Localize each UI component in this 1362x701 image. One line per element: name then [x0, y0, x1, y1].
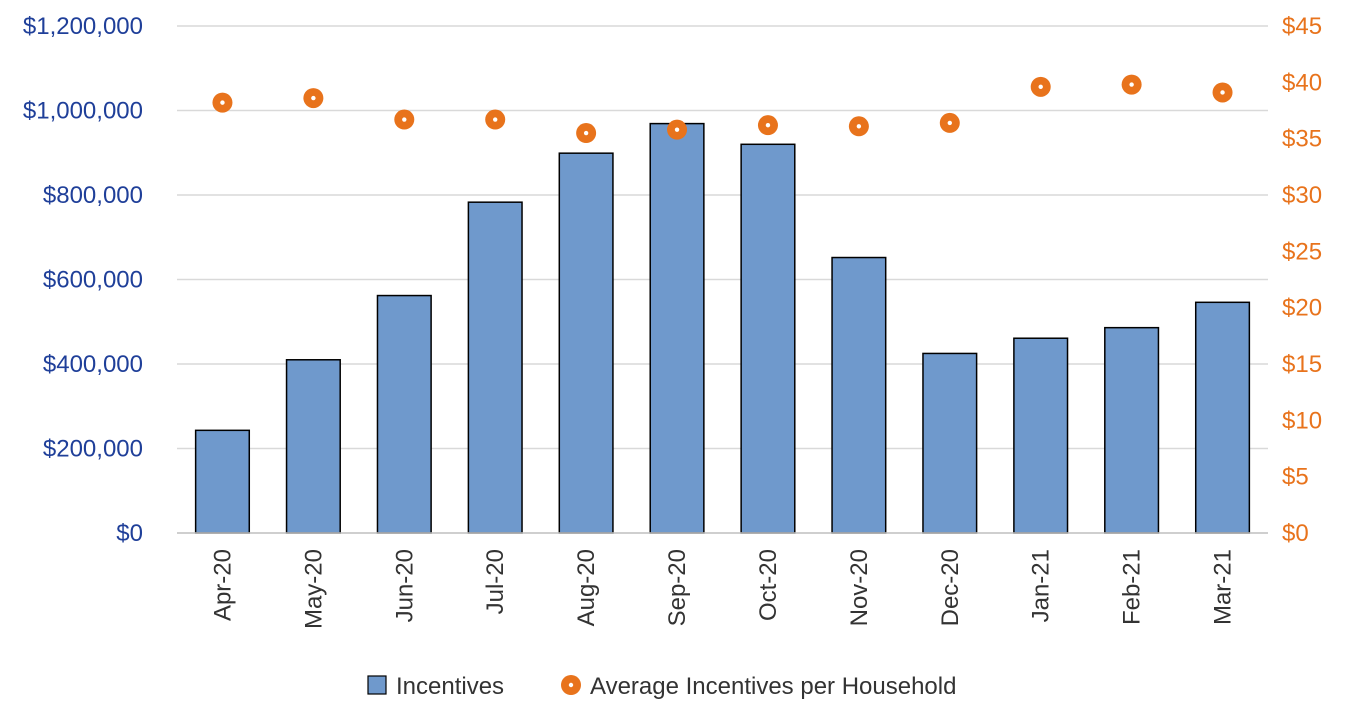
x-tick-label: Apr-20: [209, 549, 236, 621]
right-axis: $0 $5 $10 $15 $20 $25 $30 $35 $40 $45: [1282, 13, 1322, 547]
marker-point-center: [493, 117, 498, 122]
bar-series: [194, 122, 1251, 534]
bar: [376, 294, 432, 534]
bar: [740, 143, 796, 534]
gridlines: [177, 25, 1268, 450]
marker-point-center: [856, 124, 862, 129]
bar: [1013, 337, 1069, 534]
bar: [831, 256, 887, 534]
marker-point-center: [1220, 90, 1225, 95]
left-tick-label: $0: [116, 520, 143, 547]
marker-point-center: [947, 120, 952, 126]
marker-point-center: [583, 130, 589, 136]
left-tick-label: $200,000: [43, 436, 143, 463]
x-axis: Apr-20 May-20 Jun-20 Jul-20 Aug-20 Sep-20 Oct-…: [209, 549, 1236, 629]
left-tick-label: $1,000,000: [23, 98, 143, 125]
marker-point-center: [765, 122, 771, 128]
legend: Incentives Average Incentives per Househ…: [367, 673, 956, 700]
bar: [649, 122, 705, 534]
left-tick-label: $800,000: [43, 182, 143, 209]
x-tick-label: May-20: [300, 549, 327, 629]
marker-series: [212, 74, 1233, 144]
x-tick-label: Jan-21: [1028, 549, 1055, 622]
bar: [1194, 301, 1251, 534]
left-tick-label: $600,000: [43, 267, 143, 294]
marker-point-center: [1038, 84, 1043, 90]
marker-point-center: [220, 100, 225, 105]
right-tick-label: $0: [1282, 520, 1309, 547]
x-tick-label: Dec-20: [937, 549, 964, 626]
right-tick-label: $5: [1282, 464, 1309, 491]
left-axis: $0 $200,000 $400,000 $600,000 $800,000 $1,000…: [23, 13, 143, 547]
right-tick-label: $20: [1282, 295, 1322, 322]
right-tick-label: $15: [1282, 351, 1322, 378]
bar: [285, 359, 341, 534]
x-tick-label: Mar-21: [1210, 549, 1237, 625]
bar: [194, 429, 251, 534]
legend-swatch-marker-dot: [568, 682, 574, 688]
right-tick-label: $10: [1282, 407, 1322, 434]
legend-label-average: Average Incentives per Household: [590, 673, 956, 700]
x-tick-label: Feb-21: [1119, 549, 1146, 625]
marker-point-center: [311, 95, 316, 101]
right-tick-label: $40: [1282, 69, 1322, 96]
right-tick-label: $25: [1282, 238, 1322, 265]
legend-swatch-bar: [367, 675, 387, 695]
bar: [467, 201, 523, 534]
marker-point-center: [674, 127, 680, 132]
left-tick-label: $400,000: [43, 351, 143, 378]
marker-point-center: [1129, 82, 1134, 87]
right-tick-label: $45: [1282, 13, 1322, 40]
bar: [922, 352, 978, 534]
legend-label-incentives: Incentives: [396, 673, 504, 700]
marker-point-center: [402, 117, 407, 122]
x-tick-label: Jun-20: [391, 549, 418, 622]
bar: [1104, 326, 1160, 534]
x-tick-label: Oct-20: [755, 549, 782, 621]
x-tick-label: Nov-20: [846, 549, 873, 626]
x-tick-label: Aug-20: [573, 549, 600, 626]
x-tick-label: Sep-20: [664, 549, 691, 626]
right-tick-label: $30: [1282, 182, 1322, 209]
left-tick-label: $1,200,000: [23, 13, 143, 40]
right-tick-label: $35: [1282, 126, 1322, 153]
bar: [558, 152, 614, 534]
x-tick-label: Jul-20: [482, 549, 509, 614]
